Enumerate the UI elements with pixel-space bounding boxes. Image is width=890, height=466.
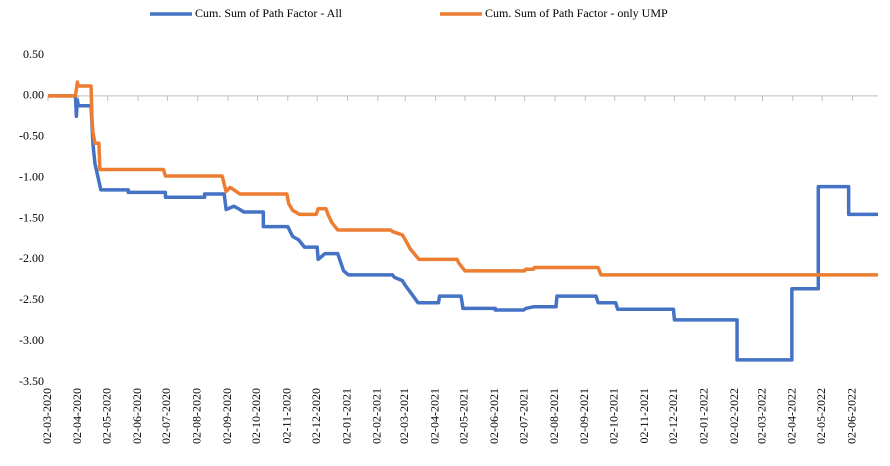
x-tick-label: 02-11-2020	[280, 388, 294, 444]
y-tick-label: -0.50	[19, 129, 44, 143]
x-tick-label: 02-04-2020	[70, 388, 84, 444]
x-tick-label: 02-08-2020	[190, 388, 204, 444]
x-tick-label: 02-02-2021	[370, 388, 384, 444]
x-tick-label: 02-03-2021	[397, 388, 411, 444]
x-tick-label: 02-04-2021	[427, 388, 441, 444]
series-line	[48, 80, 878, 277]
y-tick-label: 0.00	[23, 88, 44, 102]
y-tick-label: 0.50	[23, 47, 44, 61]
x-tick-label: 02-10-2021	[606, 388, 620, 444]
x-tick-label: 02-11-2021	[637, 388, 651, 444]
x-tick-label: 02-06-2022	[844, 388, 858, 444]
x-tick-label: 02-03-2020	[40, 388, 54, 444]
y-tick-label: -1.00	[19, 169, 44, 183]
x-tick-label: 02-07-2021	[516, 388, 530, 444]
x-tick-label: 02-12-2020	[309, 388, 323, 444]
legend-label: Cum. Sum of Path Factor - All	[195, 6, 343, 20]
x-tick-label: 02-04-2022	[785, 388, 799, 444]
y-tick-label: -2.50	[19, 292, 44, 306]
x-tick-label: 02-10-2020	[249, 388, 263, 444]
x-tick-label: 02-02-2022	[727, 388, 741, 444]
x-tick-label: 02-09-2021	[577, 388, 591, 444]
x-tick-label: 02-09-2020	[220, 388, 234, 444]
x-tick-label: 02-06-2021	[487, 388, 501, 444]
x-tick-label: 02-07-2020	[159, 388, 173, 444]
legend-label: Cum. Sum of Path Factor - only UMP	[485, 6, 668, 20]
x-tick-label: 02-06-2020	[130, 388, 144, 444]
series-line	[48, 94, 878, 362]
y-tick-label: -2.00	[19, 251, 44, 265]
y-tick-label: -3.00	[19, 333, 44, 347]
x-tick-label: 02-01-2021	[339, 388, 353, 444]
x-tick-label: 02-03-2022	[754, 388, 768, 444]
x-tick-label: 02-08-2021	[547, 388, 561, 444]
y-tick-label: -3.50	[19, 374, 44, 388]
x-tick-label: 02-05-2022	[814, 388, 828, 444]
x-tick-label: 02-05-2020	[99, 388, 113, 444]
x-tick-label: 02-01-2022	[697, 388, 711, 444]
x-tick-label: 02-12-2021	[666, 388, 680, 444]
y-tick-label: -1.50	[19, 210, 44, 224]
x-tick-label: 02-05-2021	[457, 388, 471, 444]
